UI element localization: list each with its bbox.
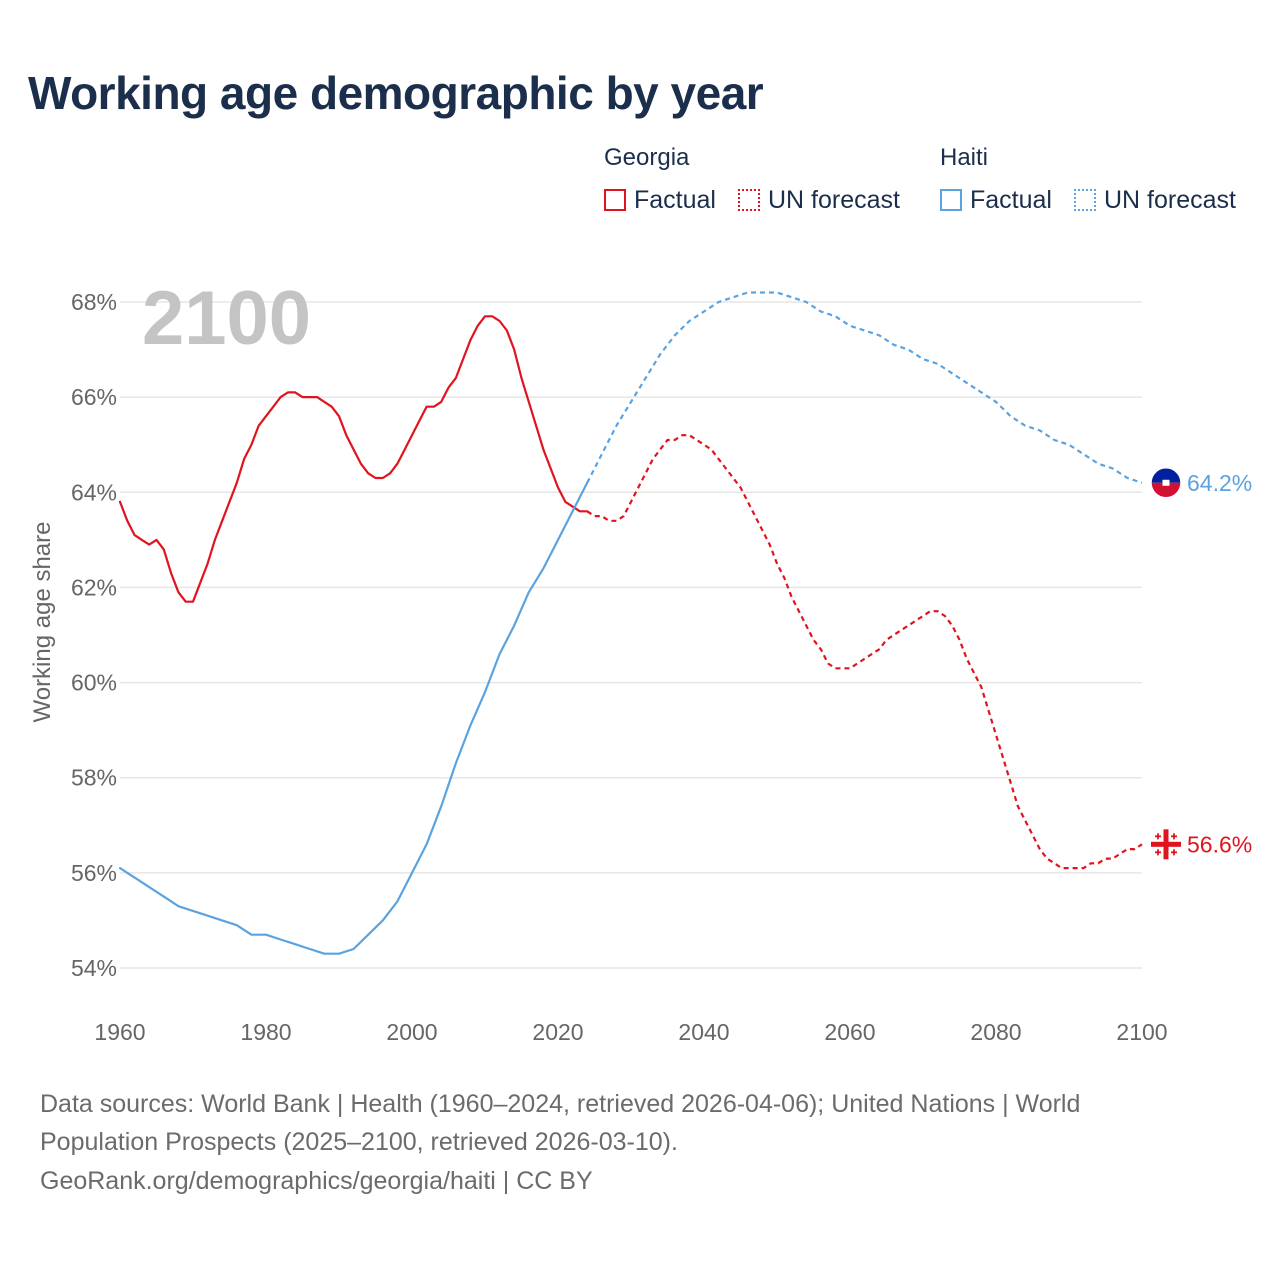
haiti-flag-emblem: [1162, 479, 1170, 486]
legend-swatch-haiti-forecast: [1074, 189, 1096, 211]
legend-swatch-georgia-factual: [604, 189, 626, 211]
haiti-flag-ring: [1150, 467, 1182, 499]
footer-sources-line1: Data sources: World Bank | Health (1960–…: [40, 1090, 1081, 1118]
georgia-flag-small-cross-v-1: [1173, 833, 1175, 840]
series-line-haiti-forecast: [586, 291, 1143, 484]
georgia-flag-small-cross-v-0: [1157, 833, 1159, 840]
georgia-flag-cross-vertical: [1163, 829, 1169, 860]
x-tick-label-1960: 1960: [94, 1019, 145, 1045]
x-tick-label-2060: 2060: [824, 1019, 875, 1045]
y-axis-title: Working age share: [29, 522, 56, 723]
y-tick-label-68: 68%: [71, 289, 117, 315]
legend-georgia-factual[interactable]: Factual: [604, 186, 716, 214]
georgia-flag-small-cross-v-3: [1173, 849, 1175, 856]
y-axis-ticks: 54% 56% 58% 60% 62% 64% 66% 68%: [71, 289, 117, 981]
haiti-flag-body: [1151, 467, 1181, 498]
legend-swatch-haiti-factual: [940, 189, 962, 211]
gridlines: [120, 301, 1142, 969]
series-line-haiti-factual: [118, 481, 589, 955]
legend-label-haiti-factual: Factual: [970, 185, 1052, 214]
y-tick-label-54: 54%: [71, 955, 117, 981]
x-tick-label-2000: 2000: [386, 1019, 437, 1045]
y-tick-label-64: 64%: [71, 479, 117, 505]
legend-label-haiti-forecast: UN forecast: [1104, 185, 1236, 214]
y-tick-label-62: 62%: [71, 574, 117, 600]
georgia-flag-icon: [1151, 829, 1181, 860]
y-tick-label-60: 60%: [71, 670, 117, 696]
footer-attribution[interactable]: GeoRank.org/demographics/georgia/haiti |…: [40, 1167, 593, 1195]
x-axis-ticks: 1960 1980 2000 2020 2040 2060 2080 2100: [94, 1019, 1167, 1045]
x-tick-label-2100: 2100: [1116, 1019, 1167, 1045]
end-label-haiti: 64.2%: [1187, 470, 1252, 496]
haiti-flag-blue-band: [1151, 467, 1181, 483]
legend-swatch-georgia-forecast: [738, 189, 760, 211]
legend-label-georgia-forecast: UN forecast: [768, 185, 900, 214]
legend-haiti-forecast[interactable]: UN forecast: [1074, 186, 1236, 214]
georgia-flag-small-cross-v-2: [1157, 849, 1159, 856]
x-tick-label-2040: 2040: [678, 1019, 729, 1045]
footer-sources-line2: Population Prospects (2025–2100, retriev…: [40, 1128, 678, 1156]
series-line-georgia-factual: [118, 315, 589, 603]
y-tick-label-66: 66%: [71, 384, 117, 410]
haiti-flag-icon: [1150, 467, 1182, 499]
end-labels: 64.2% 56.6%: [1150, 467, 1252, 860]
series-line-georgia-forecast: [586, 434, 1143, 870]
legend-georgia-title: Georgia: [604, 144, 690, 171]
y-tick-label-58: 58%: [71, 765, 117, 791]
year-watermark: 2100: [142, 276, 311, 361]
chart-title: Working age demographic by year: [28, 67, 764, 119]
series-lines: [118, 291, 1143, 955]
legend-haiti-title: Haiti: [940, 144, 989, 171]
y-tick-label-56: 56%: [71, 860, 117, 886]
x-tick-label-1980: 1980: [240, 1019, 291, 1045]
x-tick-label-2020: 2020: [532, 1019, 583, 1045]
haiti-flag-red-band: [1151, 482, 1181, 498]
legend-georgia-forecast[interactable]: UN forecast: [738, 186, 900, 214]
legend-label-georgia-factual: Factual: [634, 185, 716, 214]
legend-haiti-factual[interactable]: Factual: [940, 186, 1052, 214]
x-tick-label-2080: 2080: [970, 1019, 1021, 1045]
end-label-georgia: 56.6%: [1187, 831, 1252, 857]
